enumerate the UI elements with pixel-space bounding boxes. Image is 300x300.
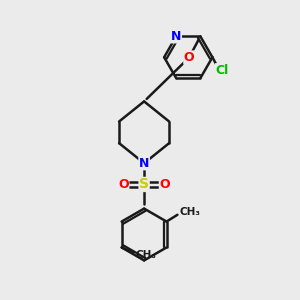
Text: N: N bbox=[171, 30, 181, 43]
Text: O: O bbox=[184, 51, 194, 64]
Text: N: N bbox=[139, 157, 149, 170]
Text: O: O bbox=[159, 178, 170, 191]
Text: CH₃: CH₃ bbox=[136, 250, 157, 260]
Text: O: O bbox=[118, 178, 129, 191]
Text: Cl: Cl bbox=[215, 64, 229, 77]
Text: CH₃: CH₃ bbox=[179, 207, 200, 218]
Text: S: S bbox=[139, 177, 149, 191]
